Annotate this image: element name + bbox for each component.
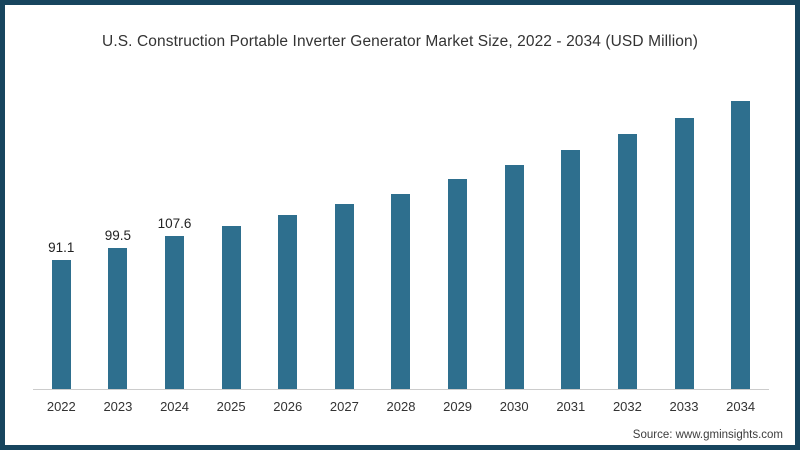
bar-2030 bbox=[504, 165, 524, 389]
bar-2025 bbox=[221, 226, 241, 389]
bar-2032 bbox=[617, 134, 637, 389]
bar-2024 bbox=[165, 236, 185, 389]
bar-value-label-2023: 99.5 bbox=[104, 228, 132, 243]
bar-2033 bbox=[674, 118, 694, 389]
x-axis-label-2033: 2033 bbox=[669, 399, 699, 414]
bar-slot-2034 bbox=[712, 92, 769, 389]
bar-slot-2022: 91.1 bbox=[33, 92, 90, 389]
bar-slot-2030 bbox=[486, 92, 543, 389]
bar-chart-plot-area: 91.1 99.5 107.6 bbox=[33, 92, 769, 390]
source-credit: Source: www.gminsights.com bbox=[632, 429, 783, 441]
bar-2031 bbox=[561, 150, 581, 389]
bar-slot-2033 bbox=[656, 92, 713, 389]
chart-title: U.S. Construction Portable Inverter Gene… bbox=[102, 33, 698, 50]
bar-slot-2029 bbox=[429, 92, 486, 389]
bar-slot-2032 bbox=[599, 92, 656, 389]
bar-2027 bbox=[334, 204, 354, 389]
bar-2023 bbox=[108, 248, 128, 389]
bar-2022 bbox=[51, 260, 71, 389]
x-axis-label-2030: 2030 bbox=[499, 399, 529, 414]
x-axis-label-2022: 2022 bbox=[46, 399, 76, 414]
x-axis-label-2032: 2032 bbox=[612, 399, 642, 414]
bar-2028 bbox=[391, 194, 411, 389]
x-axis-label-2023: 2023 bbox=[103, 399, 133, 414]
bar-slot-2027 bbox=[316, 92, 373, 389]
x-axis-label-2025: 2025 bbox=[216, 399, 246, 414]
bar-slot-2026 bbox=[259, 92, 316, 389]
bar-2026 bbox=[278, 215, 298, 389]
x-axis-label-2028: 2028 bbox=[386, 399, 416, 414]
x-axis-label-2026: 2026 bbox=[273, 399, 303, 414]
x-axis-labels: 2022 2023 2024 2025 2026 2027 2028 2029 2030 2031… bbox=[33, 399, 769, 414]
bar-slot-2023: 99.5 bbox=[90, 92, 147, 389]
x-axis-label-2034: 2034 bbox=[726, 399, 756, 414]
x-axis-label-2027: 2027 bbox=[329, 399, 359, 414]
x-axis-label-2029: 2029 bbox=[443, 399, 473, 414]
x-axis-label-2024: 2024 bbox=[160, 399, 189, 414]
bar-value-label-2024: 107.6 bbox=[157, 216, 192, 231]
bar-slot-2028 bbox=[373, 92, 430, 389]
x-axis-label-2031: 2031 bbox=[556, 399, 586, 414]
bar-value-label-2022: 91.1 bbox=[48, 240, 75, 255]
bar-slot-2025 bbox=[203, 92, 260, 389]
bar-2034 bbox=[731, 101, 751, 389]
bar-slot-2031 bbox=[542, 92, 599, 389]
bar-slot-2024: 107.6 bbox=[146, 92, 203, 389]
bar-2029 bbox=[448, 179, 468, 389]
